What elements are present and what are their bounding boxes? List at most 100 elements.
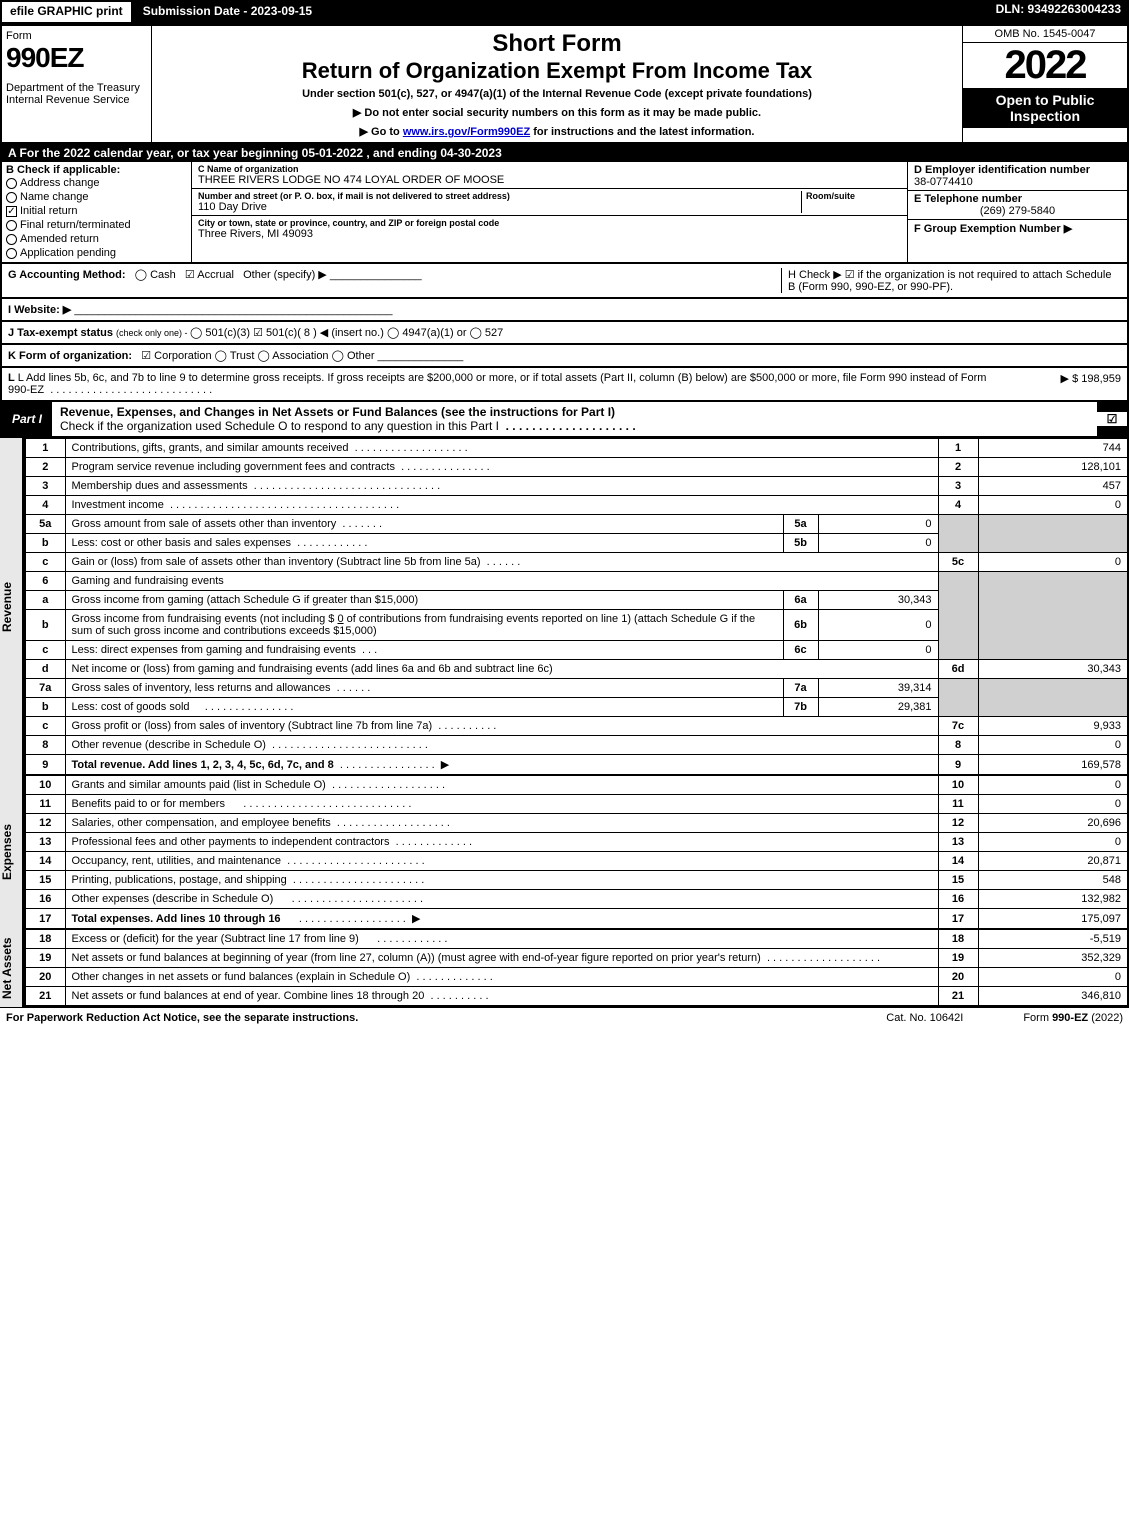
line-1-rnum: 1 bbox=[938, 439, 978, 458]
expenses-table: 10 Grants and similar amounts paid (list … bbox=[24, 775, 1129, 929]
line-7b-desc: Less: cost of goods sold bbox=[72, 701, 190, 713]
line-15-desc: Printing, publications, postage, and shi… bbox=[72, 874, 287, 886]
check-b-item: Name change bbox=[6, 190, 187, 204]
revenue-section: Revenue 1 Contributions, gifts, grants, a… bbox=[0, 438, 1129, 775]
footer-right: Form 990-EZ (2022) bbox=[1023, 1012, 1123, 1024]
line-6d-val: 30,343 bbox=[978, 660, 1128, 679]
footer-right-pre: Form bbox=[1023, 1012, 1052, 1024]
check-b-item: Final return/terminated bbox=[6, 218, 187, 232]
revenue-side-label: Revenue bbox=[0, 438, 24, 775]
formorg-label: K Form of organization: bbox=[8, 350, 132, 362]
line-6a-box: 6a bbox=[783, 591, 818, 610]
check-b-item: Application pending bbox=[6, 246, 187, 260]
row-j: J Tax-exempt status (check only one) - ◯… bbox=[0, 322, 1129, 345]
part1-title: Revenue, Expenses, and Changes in Net As… bbox=[52, 402, 1097, 436]
page-footer: For Paperwork Reduction Act Notice, see … bbox=[0, 1007, 1129, 1028]
line-3-rnum: 3 bbox=[938, 477, 978, 496]
check-b-label: Final return/terminated bbox=[20, 219, 131, 231]
line-5b-sub: 0 bbox=[818, 534, 938, 553]
irs-link[interactable]: www.irs.gov/Form990EZ bbox=[403, 126, 530, 138]
line-5b-box: 5b bbox=[783, 534, 818, 553]
accrual-opt: Accrual bbox=[197, 269, 234, 281]
submission-date: Submission Date - 2023-09-15 bbox=[133, 0, 324, 24]
part1-bar: Part I Revenue, Expenses, and Changes in… bbox=[0, 402, 1129, 438]
goto-post: for instructions and the latest informat… bbox=[530, 126, 754, 138]
line-18-val: -5,519 bbox=[978, 930, 1128, 949]
checkbox-icon bbox=[6, 178, 17, 189]
line-21-rnum: 21 bbox=[938, 987, 978, 1007]
line-13-rnum: 13 bbox=[938, 833, 978, 852]
line-12-val: 20,696 bbox=[978, 814, 1128, 833]
tel-value: (269) 279-5840 bbox=[914, 205, 1121, 217]
form-word: Form bbox=[6, 30, 147, 42]
tel-label: E Telephone number bbox=[914, 193, 1121, 205]
line-5c-desc: Gain or (loss) from sale of assets other… bbox=[72, 556, 481, 568]
line-10-desc: Grants and similar amounts paid (list in… bbox=[72, 779, 326, 791]
line-7a-sub: 39,314 bbox=[818, 679, 938, 698]
section-b: B Check if applicable: Address changeNam… bbox=[2, 162, 192, 262]
line-11-val: 0 bbox=[978, 795, 1128, 814]
dln-label: DLN: 93492263004233 bbox=[988, 0, 1129, 24]
line-7a-desc: Gross sales of inventory, less returns a… bbox=[72, 682, 331, 694]
section-b-title: B Check if applicable: bbox=[6, 164, 187, 176]
city-cell: City or town, state or province, country… bbox=[192, 216, 907, 242]
org-name-cell: C Name of organization THREE RIVERS LODG… bbox=[192, 162, 907, 189]
org-name-label: C Name of organization bbox=[198, 164, 901, 174]
line-6c-sub: 0 bbox=[818, 641, 938, 660]
row-g: G Accounting Method: ◯ Cash ☑ Accrual Ot… bbox=[8, 268, 781, 293]
revenue-table: 1 Contributions, gifts, grants, and simil… bbox=[24, 438, 1129, 775]
part1-title-text: Revenue, Expenses, and Changes in Net As… bbox=[60, 405, 615, 419]
check-b-label: Application pending bbox=[20, 247, 116, 259]
part1-checkline: Check if the organization used Schedule … bbox=[60, 419, 499, 433]
line-7b-box: 7b bbox=[783, 698, 818, 717]
line-8-desc: Other revenue (describe in Schedule O) bbox=[72, 739, 266, 751]
line-17-desc: Total expenses. Add lines 10 through 16 bbox=[72, 913, 281, 925]
line-15-rnum: 15 bbox=[938, 871, 978, 890]
expenses-section: Expenses 10Grants and similar amounts pa… bbox=[0, 775, 1129, 929]
section-c: C Name of organization THREE RIVERS LODG… bbox=[192, 162, 907, 262]
line-6b-mid: 0 bbox=[337, 613, 343, 625]
check-b-label: Amended return bbox=[20, 233, 99, 245]
line-1-desc: Contributions, gifts, grants, and simila… bbox=[72, 442, 349, 454]
taxstatus-label: J Tax-exempt status bbox=[8, 327, 113, 339]
footer-right-bold: 990-EZ bbox=[1052, 1012, 1088, 1024]
checkbox-icon bbox=[6, 234, 17, 245]
line-6b-sub: 0 bbox=[818, 610, 938, 641]
department-label: Department of the Treasury Internal Reve… bbox=[6, 82, 147, 106]
line-6c-box: 6c bbox=[783, 641, 818, 660]
line-21-val: 346,810 bbox=[978, 987, 1128, 1007]
accounting-label: G Accounting Method: bbox=[8, 269, 126, 281]
line-18-rnum: 18 bbox=[938, 930, 978, 949]
city-label: City or town, state or province, country… bbox=[198, 218, 901, 228]
line-13-desc: Professional fees and other payments to … bbox=[72, 836, 390, 848]
line-3-desc: Membership dues and assessments bbox=[72, 480, 248, 492]
city-value: Three Rivers, MI 49093 bbox=[198, 228, 901, 240]
efile-label: efile GRAPHIC print bbox=[0, 0, 133, 24]
row-h: H Check ▶ ☑ if the organization is not r… bbox=[781, 268, 1121, 293]
form-title: Return of Organization Exempt From Incom… bbox=[160, 58, 954, 84]
taxstatus-sub: (check only one) - bbox=[116, 328, 190, 338]
addr-value: 110 Day Drive bbox=[198, 201, 801, 213]
line-6b-pre: Gross income from fundraising events (no… bbox=[72, 613, 335, 625]
line-7c-val: 9,933 bbox=[978, 717, 1128, 736]
line-14-rnum: 14 bbox=[938, 852, 978, 871]
ein-cell: D Employer identification number 38-0774… bbox=[908, 162, 1127, 191]
line-19-rnum: 19 bbox=[938, 949, 978, 968]
line-6a-desc: Gross income from gaming (attach Schedul… bbox=[72, 594, 419, 606]
line-9-rnum: 9 bbox=[938, 755, 978, 775]
footer-right-post: (2022) bbox=[1088, 1012, 1123, 1024]
section-def: D Employer identification number 38-0774… bbox=[907, 162, 1127, 262]
line-6a-sub: 30,343 bbox=[818, 591, 938, 610]
line-14-val: 20,871 bbox=[978, 852, 1128, 871]
footer-catno: Cat. No. 10642I bbox=[886, 1012, 963, 1024]
line-4-rnum: 4 bbox=[938, 496, 978, 515]
addr-cell: Number and street (or P. O. box, if mail… bbox=[192, 189, 907, 216]
formorg-opts: ☑ Corporation ◯ Trust ◯ Association ◯ Ot… bbox=[141, 350, 374, 362]
line-4-desc: Investment income bbox=[72, 499, 164, 511]
line-6c-desc: Less: direct expenses from gaming and fu… bbox=[72, 644, 356, 656]
line-10-rnum: 10 bbox=[938, 776, 978, 795]
row-a: A For the 2022 calendar year, or tax yea… bbox=[0, 144, 1129, 162]
row-k: K Form of organization: ☑ Corporation ◯ … bbox=[0, 345, 1129, 368]
line-3-val: 457 bbox=[978, 477, 1128, 496]
checkbox-icon: ✓ bbox=[6, 206, 17, 217]
